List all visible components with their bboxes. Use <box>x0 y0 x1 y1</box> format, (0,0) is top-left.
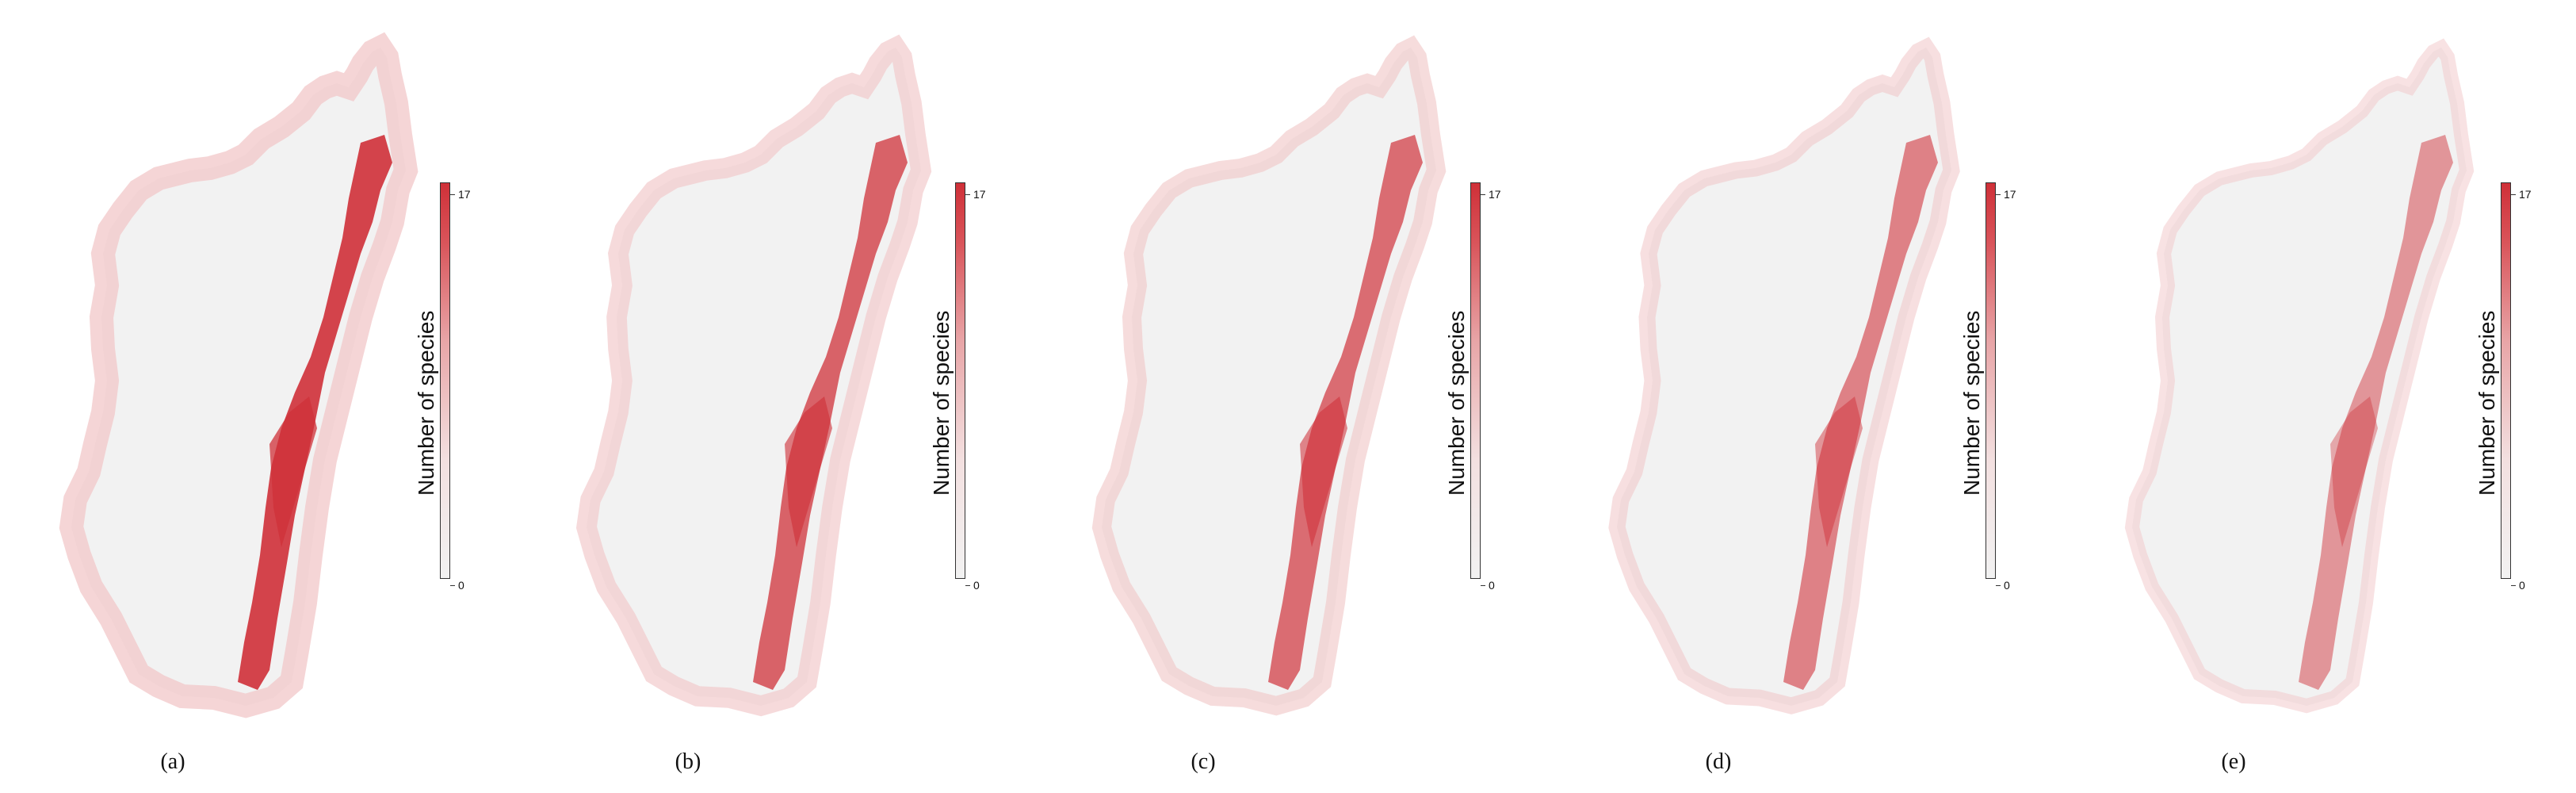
coastal-richness-layer <box>1091 35 1447 716</box>
madagascar-map <box>59 32 419 718</box>
eastern-rainforest-richness-layer <box>753 135 908 690</box>
legend-title: Number of species <box>1444 310 1469 496</box>
highland-richness-layer <box>1815 396 1863 547</box>
map-panel: 17 0 Number of species (e) <box>2061 0 2576 793</box>
map-panel: 17 0 Number of species (b) <box>515 0 1030 793</box>
legend-tick-min <box>450 585 455 586</box>
panel-label: (a) <box>160 749 185 774</box>
map-panel: 17 0 Number of species (d) <box>1546 0 2061 793</box>
legend-tick-max <box>1481 194 1485 195</box>
legend-min-label: 0 <box>458 579 464 592</box>
highland-richness-layer <box>785 396 832 547</box>
legend-max-label: 17 <box>2004 188 2016 201</box>
map-panel: 17 0 Number of species (c) <box>1030 0 1546 793</box>
legend-color-bar <box>955 182 965 579</box>
legend-max-label: 17 <box>973 188 986 201</box>
legend-color-bar <box>1986 182 1996 579</box>
legend-tick-max <box>965 194 970 195</box>
map-panel: 17 0 Number of species (a) <box>0 0 515 793</box>
legend-min-label: 0 <box>973 579 980 592</box>
madagascar-map <box>1608 36 1960 714</box>
eastern-rainforest-richness-layer <box>2299 135 2453 690</box>
legend-tick-max <box>2511 194 2516 195</box>
panel-label: (d) <box>1705 749 1732 774</box>
legend-color-bar <box>2501 182 2511 579</box>
legend-tick-min <box>965 585 970 586</box>
coastal-richness-layer <box>1608 36 1960 714</box>
island-shape <box>2132 48 2467 706</box>
legend-title: Number of species <box>1959 310 1984 496</box>
eastern-rainforest-richness-layer <box>238 135 392 690</box>
legend-tick-max <box>450 194 455 195</box>
legend-max-label: 17 <box>458 188 471 201</box>
legend-tick-min <box>2511 585 2516 586</box>
island-shape <box>587 48 921 706</box>
legend-min-label: 0 <box>2004 579 2010 592</box>
legend-title: Number of species <box>929 310 954 496</box>
highland-richness-layer <box>1300 396 1347 547</box>
legend-min-label: 0 <box>2519 579 2525 592</box>
eastern-rainforest-richness-layer <box>1783 135 1938 690</box>
madagascar-map <box>1091 35 1447 716</box>
highland-richness-layer <box>269 396 317 547</box>
legend-max-label: 17 <box>1489 188 1501 201</box>
legend-color-bar <box>1470 182 1481 579</box>
legend-tick-max <box>1996 194 2001 195</box>
legend-title: Number of species <box>414 310 438 496</box>
panel-label: (b) <box>675 749 701 774</box>
eastern-rainforest-richness-layer <box>1268 135 1423 690</box>
island-shape <box>1617 48 1951 706</box>
panel-label: (c) <box>1191 749 1216 774</box>
legend-max-label: 17 <box>2519 188 2532 201</box>
coastal-richness-layer <box>2124 38 2475 714</box>
legend-tick-min <box>1481 585 1485 586</box>
madagascar-map <box>575 34 932 717</box>
legend-tick-min <box>1996 585 2001 586</box>
island-shape <box>71 48 406 706</box>
madagascar-map <box>2124 38 2475 714</box>
panel-label: (e) <box>2221 749 2246 774</box>
coastal-richness-layer <box>575 34 932 717</box>
legend-color-bar <box>440 182 450 579</box>
legend-title: Number of species <box>2475 310 2499 496</box>
legend-min-label: 0 <box>1489 579 1495 592</box>
coastal-richness-layer <box>59 32 419 718</box>
island-shape <box>1102 48 1436 706</box>
highland-richness-layer <box>2330 396 2378 547</box>
